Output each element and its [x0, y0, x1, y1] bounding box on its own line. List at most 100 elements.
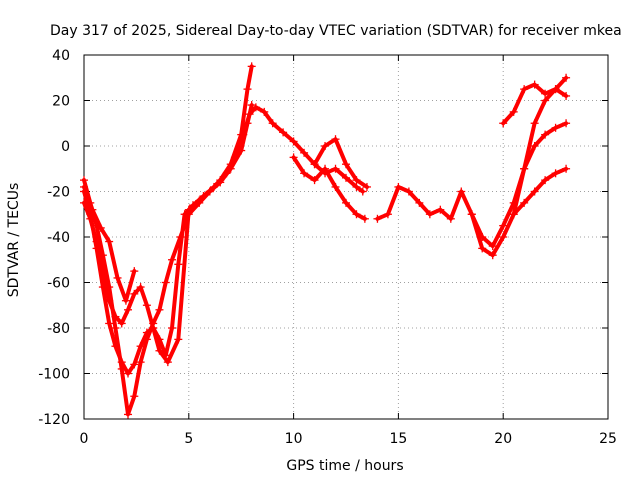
data-point	[105, 319, 114, 328]
data-point	[310, 160, 319, 169]
data-point	[352, 176, 361, 185]
y-tick-label: -80	[47, 321, 70, 337]
data-point	[541, 89, 550, 98]
series-track-4	[80, 182, 139, 305]
data-point	[130, 289, 139, 298]
data-point	[226, 164, 235, 173]
data-point	[530, 187, 539, 196]
data-point	[130, 392, 139, 401]
data-point	[467, 210, 476, 219]
data-point	[331, 164, 340, 173]
y-axis-label: SDTVAR / TECUs	[6, 183, 22, 298]
data-point	[155, 305, 164, 314]
x-tick-label: 15	[389, 431, 407, 447]
data-point	[174, 260, 183, 269]
data-point	[358, 187, 367, 196]
data-point	[279, 128, 288, 137]
data-point	[136, 283, 145, 292]
y-tick-label: 40	[52, 48, 70, 64]
data-point	[195, 196, 204, 205]
data-point	[551, 169, 560, 178]
data-point	[243, 85, 252, 94]
data-point	[321, 142, 330, 150]
y-tick-label: -120	[38, 412, 70, 428]
data-point	[184, 205, 193, 214]
series-line	[511, 166, 569, 217]
data-point	[247, 62, 256, 71]
data-point	[176, 233, 185, 241]
data-point	[142, 301, 151, 310]
data-point	[216, 178, 225, 187]
data-point	[383, 210, 392, 219]
data-point	[96, 223, 105, 232]
data-point	[331, 182, 340, 191]
data-point	[415, 198, 424, 207]
data-point	[551, 123, 560, 132]
data-point	[352, 210, 361, 219]
data-point	[478, 244, 487, 253]
data-point	[168, 324, 177, 332]
data-point	[105, 237, 114, 246]
data-point	[520, 198, 529, 207]
data-point	[394, 182, 403, 191]
data-point	[111, 312, 120, 321]
data-point	[80, 176, 88, 185]
data-point	[360, 214, 369, 223]
data-point	[520, 85, 529, 94]
data-point	[562, 91, 571, 100]
y-tick-label: 20	[52, 94, 70, 110]
data-point	[509, 107, 518, 116]
data-point	[530, 119, 539, 128]
x-tick-label: 5	[184, 431, 193, 447]
data-point	[562, 119, 571, 128]
data-point	[237, 146, 246, 155]
x-tick-label: 20	[494, 431, 512, 447]
data-point	[488, 251, 497, 260]
data-point	[488, 242, 497, 251]
x-axis-tick-labels: 0 5 10 15 20 25	[80, 431, 617, 447]
data-point	[530, 80, 539, 89]
series-track-5	[289, 153, 369, 223]
data-point	[121, 296, 130, 305]
series-track-6	[310, 135, 371, 191]
data-point	[342, 198, 350, 207]
data-point	[268, 119, 277, 128]
data-point	[321, 164, 330, 173]
y-tick-label: -60	[47, 276, 70, 292]
data-point	[509, 210, 518, 219]
data-point	[163, 358, 172, 367]
data-point	[168, 255, 177, 264]
data-point	[124, 305, 133, 314]
data-point	[98, 267, 107, 276]
data-point	[113, 273, 122, 282]
data-point	[124, 369, 133, 378]
data-point	[155, 346, 164, 355]
data-point	[499, 233, 508, 241]
data-point	[243, 119, 252, 128]
data-point	[88, 205, 97, 214]
data-point	[300, 148, 309, 157]
data-point	[551, 85, 560, 94]
data-point	[142, 335, 151, 344]
data-point	[331, 135, 340, 144]
y-axis-tick-labels: -120 -100 -80 -60 -40 -20 0 20 40	[38, 48, 70, 428]
data-point	[520, 164, 529, 173]
data-point	[499, 221, 508, 230]
series-group	[80, 62, 571, 419]
data-point	[425, 210, 434, 219]
data-point	[446, 214, 455, 223]
data-point	[289, 137, 298, 146]
tick-marks	[83, 54, 609, 420]
x-axis-label: GPS time / hours	[286, 458, 403, 474]
data-point	[562, 73, 571, 82]
series-line	[291, 155, 367, 221]
series-line	[312, 137, 369, 189]
y-tick-label: 0	[61, 139, 70, 155]
data-point	[457, 187, 466, 196]
y-tick-label: -40	[47, 230, 70, 246]
data-point	[117, 364, 126, 373]
data-point	[499, 119, 508, 128]
data-point	[161, 278, 170, 287]
data-point	[124, 410, 133, 419]
